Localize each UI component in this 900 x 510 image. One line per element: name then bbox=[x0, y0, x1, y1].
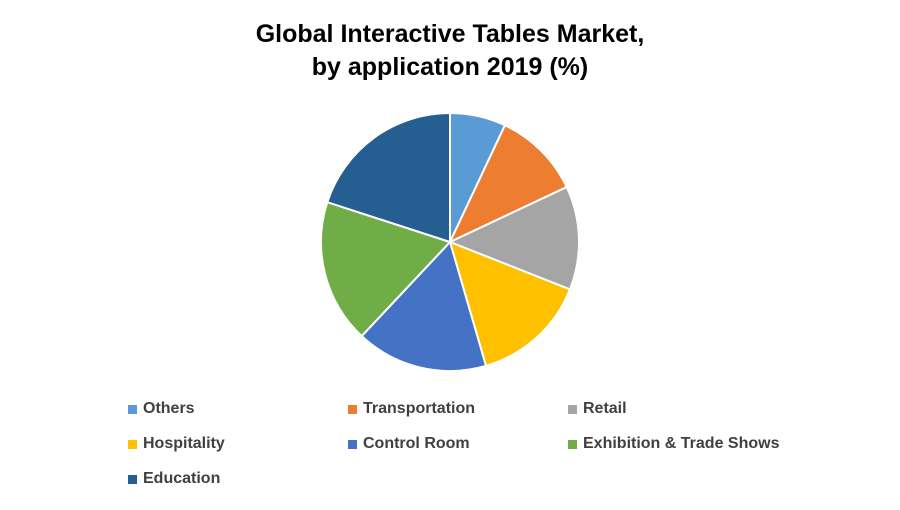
pie-slice-education bbox=[326, 112, 451, 243]
legend-item-transportation: Transportation bbox=[348, 400, 475, 418]
legend-swatch bbox=[348, 404, 357, 414]
pie-slice-transportation bbox=[449, 124, 568, 243]
legend-label: Exhibition & Trade Shows bbox=[583, 435, 780, 452]
pie-slice-hospitality bbox=[449, 241, 571, 367]
pie-slice-exhibition-trade-shows bbox=[320, 201, 451, 338]
legend-item-others: Others bbox=[128, 400, 195, 418]
legend-label: Education bbox=[143, 470, 221, 487]
legend-label: Others bbox=[143, 400, 195, 417]
pie-slice-retail bbox=[449, 186, 580, 291]
pie-slice-control-room bbox=[360, 241, 487, 373]
legend-item-hospitality: Hospitality bbox=[128, 435, 225, 453]
chart-title: Global Interactive Tables Market, by app… bbox=[0, 18, 900, 84]
chart-title-line-2: by application 2019 (%) bbox=[311, 53, 589, 81]
legend-item-control-room: Control Room bbox=[348, 435, 470, 453]
legend-label: Retail bbox=[583, 400, 627, 417]
legend-item-retail: Retail bbox=[568, 400, 627, 418]
legend-item-exhibition-trade-shows: Exhibition & Trade Shows bbox=[568, 435, 779, 453]
chart-title-line-1: Global Interactive Tables Market, bbox=[255, 20, 645, 48]
legend-swatch bbox=[568, 404, 577, 414]
legend-swatch bbox=[128, 404, 137, 414]
pie-chart bbox=[320, 112, 580, 373]
legend-label: Transportation bbox=[363, 400, 476, 417]
legend-swatch bbox=[128, 474, 137, 484]
legend-swatch bbox=[348, 439, 357, 449]
legend-item-education: Education bbox=[128, 470, 220, 488]
legend-swatch bbox=[568, 439, 577, 449]
legend-label: Hospitality bbox=[143, 435, 225, 452]
legend-swatch bbox=[128, 439, 137, 449]
legend-label: Control Room bbox=[363, 435, 470, 452]
